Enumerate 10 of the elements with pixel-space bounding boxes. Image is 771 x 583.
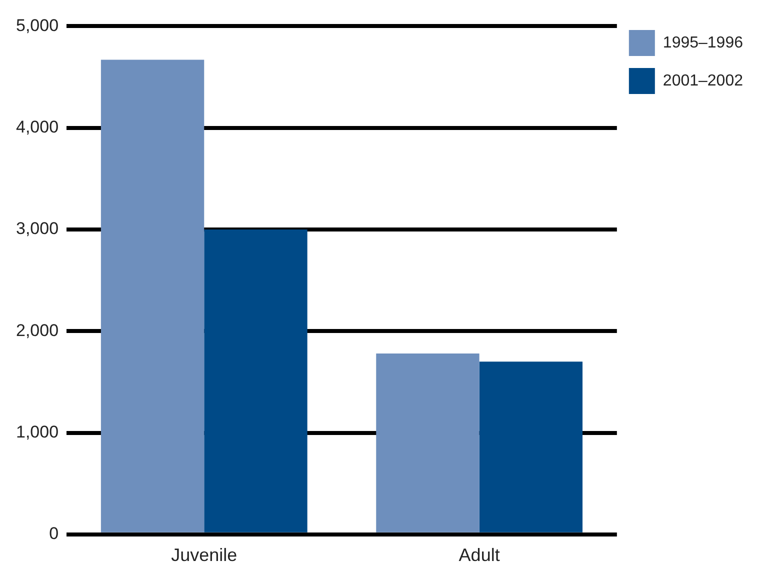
y-tick-label: 1,000 [16,422,59,442]
y-tick-label: 5,000 [16,16,59,35]
legend-label: 2001–2002 [662,72,744,90]
y-tick-label: 0 [49,524,59,544]
x-tick-label: Adult [458,545,500,566]
legend-label: 1995–1996 [662,34,744,52]
y-tick-label: 3,000 [16,219,59,238]
x-tick-label: Juvenile [171,545,238,566]
y-tick-label: 2,000 [16,320,59,340]
y-tick-label: 4,000 [16,118,59,137]
